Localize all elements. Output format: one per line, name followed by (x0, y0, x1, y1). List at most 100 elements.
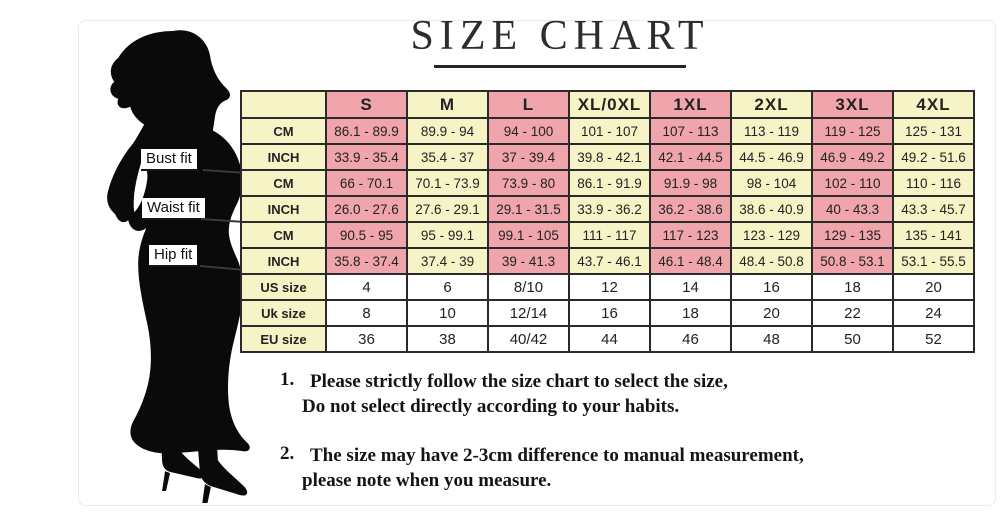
size-conversion-cell: 52 (892, 325, 975, 353)
title-underline (434, 65, 686, 68)
size-conversion-cell: 18 (649, 299, 732, 327)
size-conversion-cell: 16 (730, 273, 813, 301)
title-block: SIZE CHART (380, 12, 740, 68)
size-conversion-cell: 4 (325, 273, 408, 301)
size-conversion-cell: 22 (811, 299, 894, 327)
table-row: CM 86.1 - 89.9 89.9 - 94 94 - 100 101 - 107 1… (240, 117, 975, 145)
measurement-cell: 123 - 129 (730, 221, 813, 249)
notes-block: 1. Please strictly follow the size chart… (280, 369, 900, 508)
measurement-cell: 37.4 - 39 (406, 247, 489, 275)
measurement-cell: 44.5 - 46.9 (730, 143, 813, 171)
measurement-cell: 33.9 - 36.2 (568, 195, 651, 223)
size-conversion-cell: 46 (649, 325, 732, 353)
measurement-cell: 42.1 - 44.5 (649, 143, 732, 171)
measurement-cell: 119 - 125 (811, 117, 894, 145)
size-conversion-cell: 18 (811, 273, 894, 301)
measurement-cell: 111 - 117 (568, 221, 651, 249)
size-conversion-cell: 20 (730, 299, 813, 327)
size-conversion-cell: 20 (892, 273, 975, 301)
measurement-cell: 102 - 110 (811, 169, 894, 197)
note-1-number: 1. (280, 369, 295, 390)
measurement-cell: 101 - 107 (568, 117, 651, 145)
measurement-cell: 46.9 - 49.2 (811, 143, 894, 171)
row-unit-label: Uk size (240, 299, 327, 327)
corner-cell (240, 90, 327, 119)
size-conversion-cell: 14 (649, 273, 732, 301)
size-conversion-cell: 50 (811, 325, 894, 353)
table-row: INCH 33.9 - 35.4 35.4 - 37 37 - 39.4 39.8 - … (240, 143, 975, 171)
size-conversion-cell: 48 (730, 325, 813, 353)
measurement-cell: 125 - 131 (892, 117, 975, 145)
measurement-cell: 39 - 41.3 (487, 247, 570, 275)
table-row: US size 4 6 8/10 12 14 16 18 20 (240, 273, 975, 301)
measurement-cell: 33.9 - 35.4 (325, 143, 408, 171)
waist-fit-label: Waist fit (142, 198, 205, 220)
note-2-line-1: The size may have 2-3cm difference to ma… (310, 445, 804, 466)
table-row: INCH 35.8 - 37.4 37.4 - 39 39 - 41.3 43.7 - … (240, 247, 975, 275)
measurement-cell: 73.9 - 80 (487, 169, 570, 197)
row-unit-label: US size (240, 273, 327, 301)
measurement-cell: 70.1 - 73.9 (406, 169, 489, 197)
table-row: EU size 36 38 40/42 44 46 48 50 52 (240, 325, 975, 353)
image-border-frame (78, 20, 996, 506)
size-column-header: 3XL (811, 90, 894, 119)
row-unit-label: CM (240, 169, 327, 197)
size-column-header: 4XL (892, 90, 975, 119)
measurement-cell: 99.1 - 105 (487, 221, 570, 249)
measurement-cell: 89.9 - 94 (406, 117, 489, 145)
measurement-cell: 35.4 - 37 (406, 143, 489, 171)
measurement-cell: 98 - 104 (730, 169, 813, 197)
size-column-header: S (325, 90, 408, 119)
measurement-cell: 40 - 43.3 (811, 195, 894, 223)
body-outline (107, 30, 250, 454)
measurement-cell: 94 - 100 (487, 117, 570, 145)
size-conversion-cell: 38 (406, 325, 489, 353)
row-unit-label: EU size (240, 325, 327, 353)
size-conversion-cell: 36 (325, 325, 408, 353)
table-row: INCH 26.0 - 27.6 27.6 - 29.1 29.1 - 31.5 33.… (240, 195, 975, 223)
measurement-cell: 95 - 99.1 (406, 221, 489, 249)
size-column-header: L (487, 90, 570, 119)
measurement-cell: 86.1 - 91.9 (568, 169, 651, 197)
row-unit-label: CM (240, 117, 327, 145)
size-column-header: M (406, 90, 489, 119)
measurement-cell: 38.6 - 40.9 (730, 195, 813, 223)
table-row: CM 66 - 70.1 70.1 - 73.9 73.9 - 80 86.1 - 91… (240, 169, 975, 197)
measurement-cell: 43.7 - 46.1 (568, 247, 651, 275)
measurement-cell: 48.4 - 50.8 (730, 247, 813, 275)
page-title: SIZE CHART (410, 13, 710, 59)
measurement-cell: 43.3 - 45.7 (892, 195, 975, 223)
size-conversion-cell: 24 (892, 299, 975, 327)
size-column-header: 2XL (730, 90, 813, 119)
measurement-cell: 135 - 141 (892, 221, 975, 249)
measurement-cell: 26.0 - 27.6 (325, 195, 408, 223)
size-table: S M L XL/0XL 1XL 2XL 3XL 4XL CM 86.1 - 89.9 89.9 -… (240, 90, 975, 353)
row-unit-label: INCH (240, 195, 327, 223)
size-conversion-cell: 8/10 (487, 273, 570, 301)
note-1-line-2: Do not select directly according to your… (302, 396, 680, 417)
table-row: Uk size 8 10 12/14 16 18 20 22 24 (240, 299, 975, 327)
arm-gap-highlight (133, 162, 148, 213)
woman-silhouette (107, 30, 250, 503)
note-2-number: 2. (280, 443, 295, 464)
measurement-cell: 37 - 39.4 (487, 143, 570, 171)
measurement-cell: 91.9 - 98 (649, 169, 732, 197)
measurement-cell: 50.8 - 53.1 (811, 247, 894, 275)
size-table-container: S M L XL/0XL 1XL 2XL 3XL 4XL CM 86.1 - 89.9 89.9 -… (240, 90, 975, 353)
measurement-cell: 49.2 - 51.6 (892, 143, 975, 171)
measurement-cell: 86.1 - 89.9 (325, 117, 408, 145)
size-conversion-cell: 6 (406, 273, 489, 301)
size-conversion-cell: 12 (568, 273, 651, 301)
measurement-cell: 113 - 119 (730, 117, 813, 145)
size-conversion-cell: 44 (568, 325, 651, 353)
size-conversion-cell: 8 (325, 299, 408, 327)
size-column-header: XL/0XL (568, 90, 651, 119)
table-row: CM 90.5 - 95 95 - 99.1 99.1 - 105 111 - 117 1… (240, 221, 975, 249)
measurement-cell: 39.8 - 42.1 (568, 143, 651, 171)
size-conversion-cell: 10 (406, 299, 489, 327)
note-2: 2. The size may have 2-3cm difference to… (280, 443, 900, 493)
measurement-cell: 35.8 - 37.4 (325, 247, 408, 275)
row-unit-label: INCH (240, 143, 327, 171)
measurement-cell: 29.1 - 31.5 (487, 195, 570, 223)
